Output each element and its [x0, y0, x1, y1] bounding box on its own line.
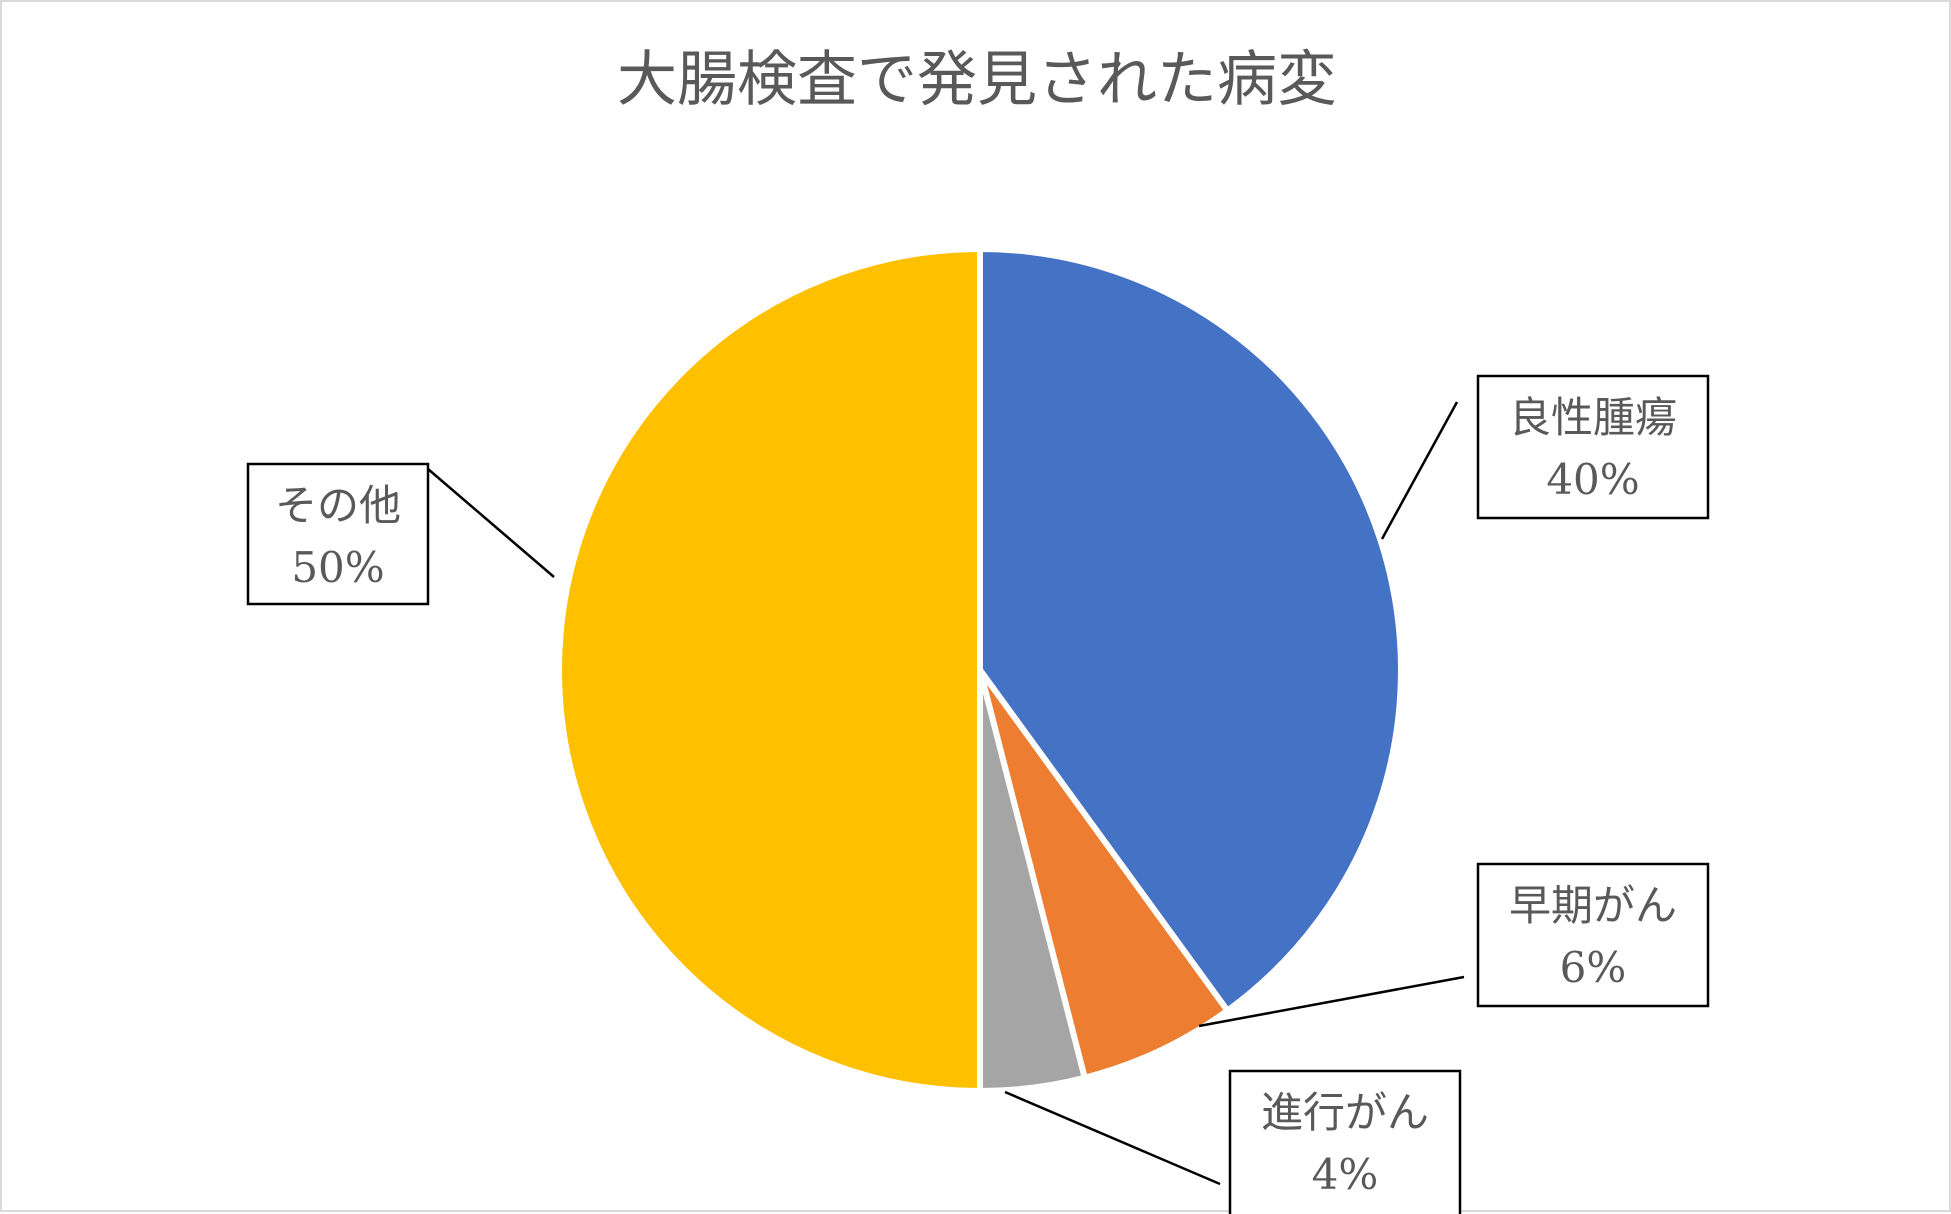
pie-slice-良性腫瘍	[977, 246, 1404, 1014]
pie-slice-早期がん	[977, 667, 1231, 1081]
leader-line-その他	[427, 468, 555, 578]
data-label-category: 進行がん	[1261, 1088, 1429, 1137]
data-label-value: 40%	[1546, 455, 1639, 504]
data-label-box-早期がん	[1476, 862, 1710, 1008]
chart-title: 大腸検査で発見された病変	[617, 45, 1337, 115]
data-label-value: 50%	[291, 543, 384, 592]
data-labels: 良性腫瘍 40% 早期がん 6% 進行がん 4% その他 50%	[246, 374, 1710, 1214]
leader-line-良性腫瘍	[1380, 401, 1459, 540]
pie-slice-その他	[556, 246, 983, 1094]
data-label-category: その他	[275, 481, 401, 530]
data-label-box-その他	[246, 462, 430, 606]
data-label-value: 4%	[1312, 1150, 1379, 1199]
data-label-box-良性腫瘍	[1476, 374, 1710, 520]
data-label-box-進行がん	[1228, 1069, 1462, 1214]
pie-slices	[556, 246, 1404, 1094]
leader-lines	[427, 401, 1465, 1186]
data-label-category: 早期がん	[1509, 881, 1677, 930]
leader-line-進行がん	[1004, 1090, 1221, 1186]
data-label-value: 6%	[1560, 943, 1627, 992]
leader-line-早期がん	[1198, 975, 1465, 1028]
data-label-category: 良性腫瘍	[1509, 393, 1677, 442]
